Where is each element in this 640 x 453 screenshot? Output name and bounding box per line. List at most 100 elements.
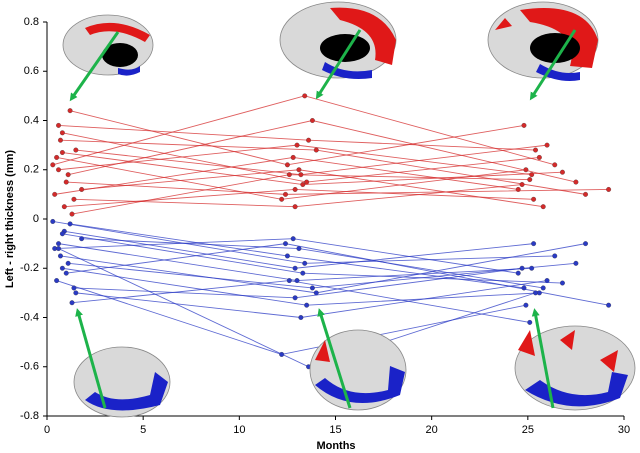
data-point [286, 278, 292, 284]
data-point [523, 167, 529, 173]
data-point [54, 154, 60, 160]
data-point [519, 265, 525, 271]
data-point [71, 285, 77, 291]
data-point [313, 147, 319, 153]
data-point [531, 196, 537, 202]
data-point [552, 162, 558, 168]
x-tick-label: 5 [140, 424, 146, 436]
data-point [73, 147, 79, 153]
data-point [63, 270, 69, 276]
brain-image [514, 308, 636, 411]
data-point [279, 196, 285, 202]
data-point [300, 270, 306, 276]
data-point [552, 253, 558, 259]
data-point [58, 253, 63, 259]
y-tick-label: 0.4 [24, 114, 39, 126]
data-point [527, 177, 533, 183]
x-axis-label: Months [316, 440, 355, 452]
data-point [606, 186, 612, 192]
data-point [73, 290, 79, 296]
data-point [300, 182, 306, 187]
data-point [59, 150, 65, 155]
y-tick-label: 0 [33, 213, 39, 225]
series-line [62, 152, 563, 185]
y-tick-label: -0.6 [20, 361, 39, 373]
data-point [527, 319, 533, 325]
data-point [283, 241, 288, 247]
data-point [523, 302, 529, 308]
data-point [540, 285, 546, 291]
data-point [283, 191, 288, 197]
data-point [544, 142, 550, 148]
data-point [583, 241, 588, 247]
data-point [606, 302, 612, 308]
series-line [52, 221, 555, 264]
data-point [63, 179, 69, 185]
data-point [292, 204, 298, 210]
data-point [56, 167, 61, 173]
series-line [52, 95, 555, 166]
data-point [309, 118, 315, 123]
brain-image [309, 308, 407, 411]
data-point [573, 260, 579, 266]
data-point [292, 265, 298, 271]
data-point [69, 211, 75, 217]
brain-images [62, 1, 636, 418]
data-point [50, 219, 56, 224]
data-point [284, 253, 290, 259]
y-tick-label: -0.4 [20, 311, 39, 323]
data-point [284, 162, 290, 168]
data-point [290, 154, 296, 160]
data-point [65, 260, 71, 266]
data-point [302, 260, 308, 266]
data-point [296, 167, 302, 173]
brain-image [73, 308, 171, 418]
data-point [309, 285, 315, 291]
data-point [54, 278, 60, 284]
data-point [56, 122, 61, 128]
brain-image [279, 1, 397, 100]
x-tick-label: 25 [522, 424, 534, 436]
data-point [560, 169, 565, 175]
data-point [52, 191, 58, 197]
data-point [65, 172, 71, 178]
data-point [69, 300, 75, 306]
data-point [560, 280, 565, 286]
data-point [302, 93, 308, 99]
data-point [67, 108, 73, 114]
x-tick-label: 10 [233, 424, 245, 436]
data-point [292, 186, 298, 192]
x-tick-label: 0 [44, 424, 50, 436]
data-point [79, 186, 85, 192]
y-axis-label: Left - right thickness (mm) [4, 150, 16, 288]
data-point [58, 137, 63, 143]
data-point [286, 172, 292, 178]
plot-area: 0.8 0.6 0.4 0.2 0 -0.2 -0.4 -0.6 -0.8 0 5 10 15 20 25 3… [20, 16, 630, 436]
data-point [50, 162, 56, 168]
data-point [529, 172, 535, 178]
data-point [536, 154, 542, 160]
data-point [59, 130, 65, 136]
data-point [531, 241, 537, 247]
data-point [306, 137, 312, 143]
data-point [294, 142, 300, 148]
y-tick-label: -0.8 [20, 410, 39, 422]
data-point [529, 265, 535, 271]
data-point [304, 302, 310, 308]
data-point [290, 236, 296, 242]
data-point [540, 204, 546, 210]
data-point [515, 270, 521, 276]
data-point [292, 295, 298, 301]
data-point [533, 290, 538, 296]
y-tick-label: 0.2 [24, 164, 39, 176]
data-point [56, 241, 61, 247]
data-point [519, 182, 525, 187]
y-tick-label: -0.2 [20, 262, 39, 274]
data-point [533, 147, 538, 153]
x-tick-label: 20 [426, 424, 438, 436]
data-point [298, 315, 304, 320]
brain-image [62, 14, 154, 102]
brain-image [487, 1, 599, 101]
data-point [71, 196, 77, 202]
